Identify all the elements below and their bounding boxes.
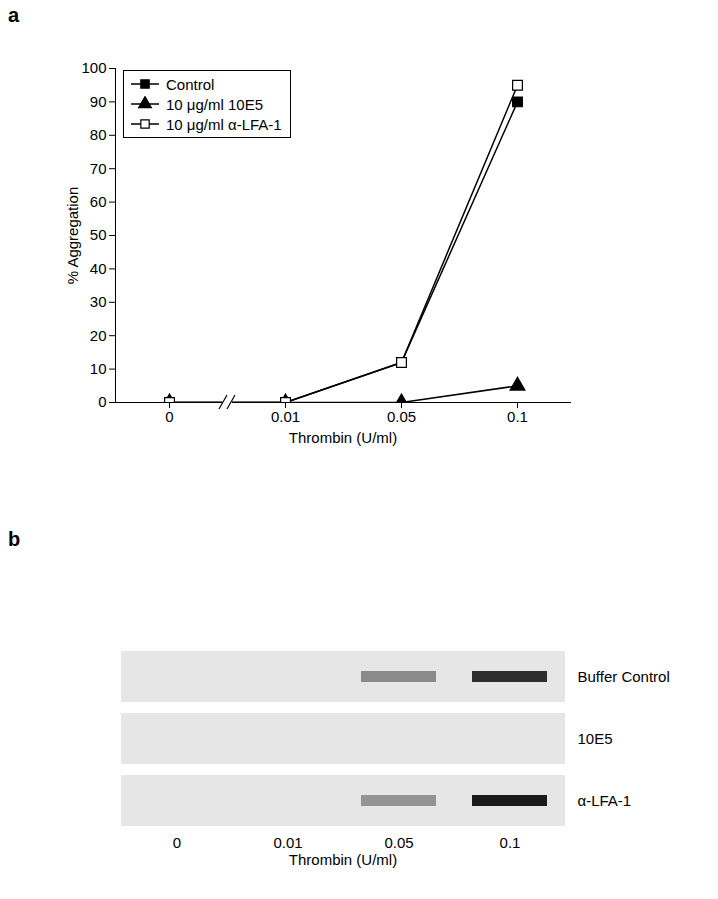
svg-text:20: 20: [90, 327, 107, 344]
svg-text:80: 80: [90, 126, 107, 143]
svg-text:60: 60: [90, 193, 107, 210]
svg-text:10: 10: [90, 360, 107, 377]
svg-text:10E5: 10E5: [578, 730, 613, 747]
svg-text:Buffer Control: Buffer Control: [578, 668, 670, 685]
svg-text:% Aggregation: % Aggregation: [64, 187, 81, 285]
svg-text:0: 0: [165, 408, 173, 425]
svg-text:90: 90: [90, 93, 107, 110]
svg-text:0: 0: [98, 393, 106, 410]
html-text:Control: Control: [166, 75, 215, 93]
svg-text:0.1: 0.1: [507, 408, 528, 425]
svg-text:100: 100: [81, 59, 106, 76]
html-text:10 μg/ml α-LFA-1: 10 μg/ml α-LFA-1: [166, 115, 282, 133]
html-text:b: b: [8, 528, 21, 550]
html-text:10 μg/ml 10E5: 10 μg/ml 10E5: [166, 95, 263, 113]
svg-text:0.05: 0.05: [387, 408, 416, 425]
svg-text:50: 50: [90, 226, 107, 243]
svg-text:70: 70: [90, 160, 107, 177]
svg-text:Thrombin (U/ml): Thrombin (U/ml): [289, 851, 397, 868]
svg-text:0: 0: [173, 834, 181, 851]
svg-text:0.05: 0.05: [384, 834, 413, 851]
svg-text:0.01: 0.01: [271, 408, 300, 425]
svg-text:Thrombin (U/ml): Thrombin (U/ml): [289, 429, 397, 446]
svg-text:30: 30: [90, 293, 107, 310]
html-text:a: a: [8, 4, 20, 26]
svg-text:40: 40: [90, 260, 107, 277]
svg-text:α-LFA-1: α-LFA-1: [578, 792, 632, 809]
svg-text:0.1: 0.1: [500, 834, 521, 851]
svg-text:0.01: 0.01: [273, 834, 302, 851]
